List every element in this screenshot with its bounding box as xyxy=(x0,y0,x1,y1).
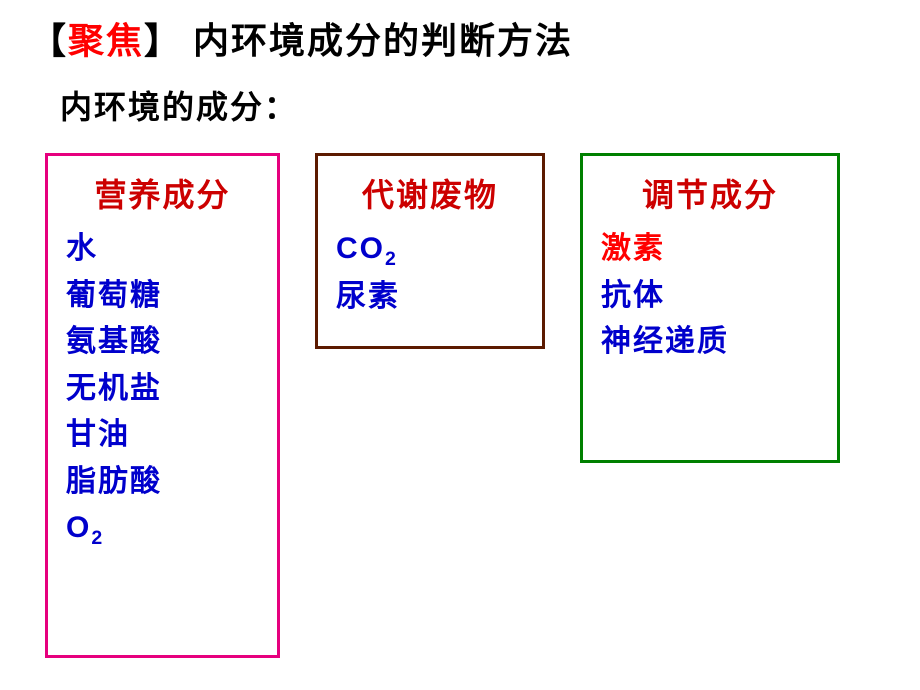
list-item: 葡萄糖 xyxy=(66,273,259,320)
list-item: 甘油 xyxy=(66,412,259,459)
list-item: 激素 xyxy=(601,226,819,273)
box-regulation-items: 激素抗体神经递质 xyxy=(601,226,819,366)
box-nutrients: 营养成分 水葡萄糖氨基酸无机盐甘油脂肪酸O2 xyxy=(45,153,280,658)
list-item: 无机盐 xyxy=(66,366,259,413)
list-item: CO2 xyxy=(336,226,524,274)
box-nutrients-title: 营养成分 xyxy=(66,170,259,216)
box-regulation: 调节成分 激素抗体神经递质 xyxy=(580,153,840,463)
box-regulation-title: 调节成分 xyxy=(601,170,819,216)
box-nutrients-items: 水葡萄糖氨基酸无机盐甘油脂肪酸O2 xyxy=(66,226,259,553)
list-item: 水 xyxy=(66,226,259,273)
box-waste-items: CO2尿素 xyxy=(336,226,524,321)
list-item: 氨基酸 xyxy=(66,319,259,366)
box-waste: 代谢废物 CO2尿素 xyxy=(315,153,545,349)
title-rest: 内环境成分的判断方法 xyxy=(193,21,573,61)
list-item: 尿素 xyxy=(336,274,524,321)
list-item: 神经递质 xyxy=(601,319,819,366)
bracket-close: 】 xyxy=(144,21,182,61)
page-title: 【聚焦】 内环境成分的判断方法 xyxy=(30,12,573,64)
list-item: 脂肪酸 xyxy=(66,459,259,506)
subtitle: 内环境的成分： xyxy=(60,82,298,128)
bracket-open: 【 xyxy=(30,21,68,61)
list-item: 抗体 xyxy=(601,273,819,320)
box-waste-title: 代谢废物 xyxy=(336,170,524,216)
focus-label: 聚焦 xyxy=(68,21,144,61)
list-item: O2 xyxy=(66,505,259,553)
